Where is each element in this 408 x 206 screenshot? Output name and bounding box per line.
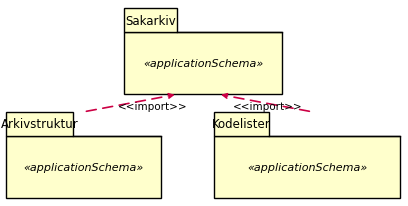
Text: Kodelister: Kodelister xyxy=(213,118,271,131)
Text: «applicationSchema»: «applicationSchema» xyxy=(24,162,144,172)
Text: <<import>>: <<import>> xyxy=(233,101,302,111)
Text: «applicationSchema»: «applicationSchema» xyxy=(247,162,367,172)
Text: <<import>>: <<import>> xyxy=(118,101,188,111)
Bar xyxy=(6,112,73,136)
Text: Arkivstruktur: Arkivstruktur xyxy=(1,118,79,131)
Text: Sakarkiv: Sakarkiv xyxy=(126,15,176,28)
Bar xyxy=(124,33,282,95)
Bar xyxy=(124,9,177,33)
Bar xyxy=(214,112,269,136)
Bar xyxy=(214,136,400,198)
Bar xyxy=(6,136,161,198)
Text: «applicationSchema»: «applicationSchema» xyxy=(143,59,263,69)
